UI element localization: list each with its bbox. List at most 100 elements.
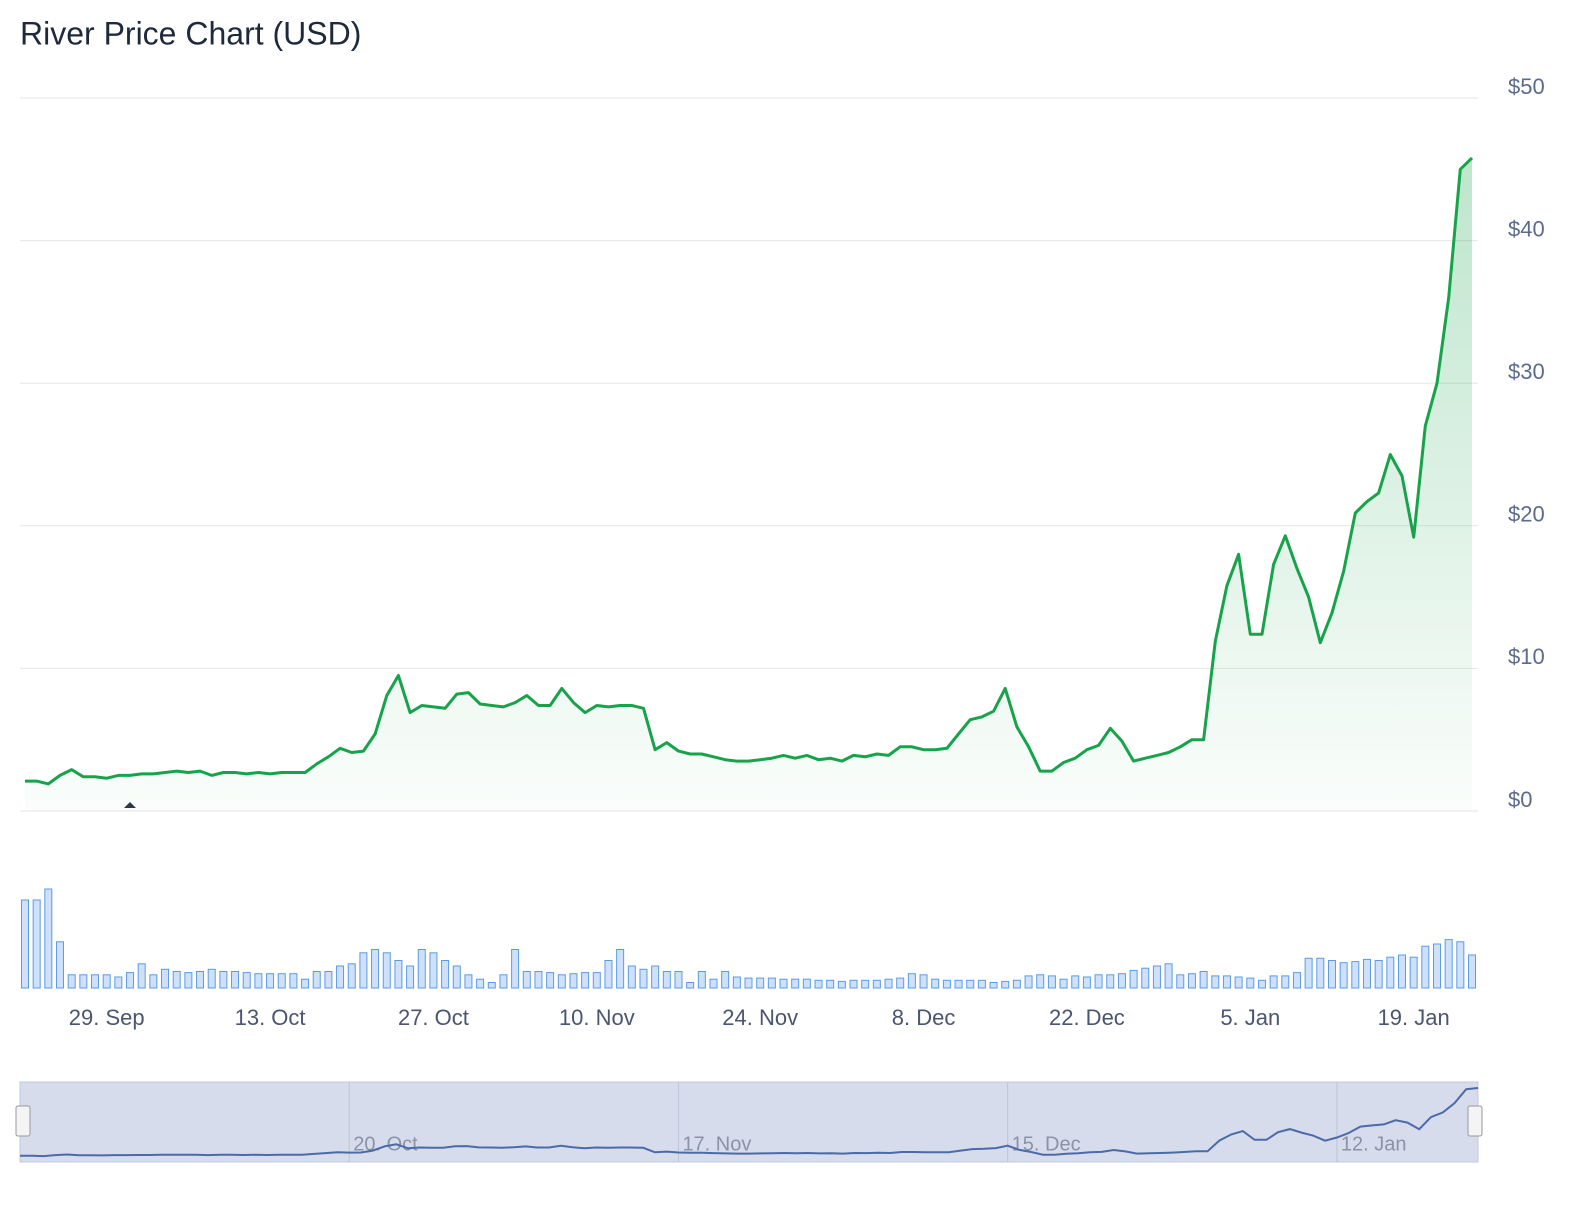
volume-bar bbox=[954, 979, 963, 989]
y-tick-label: $20 bbox=[1508, 502, 1545, 527]
volume-bar bbox=[1117, 973, 1126, 989]
volume-bar bbox=[382, 952, 391, 989]
volume-bar bbox=[662, 971, 671, 989]
price-area bbox=[25, 157, 1472, 811]
y-tick-label: $40 bbox=[1508, 216, 1545, 241]
volume-bar bbox=[1234, 976, 1243, 989]
y-tick-label: $10 bbox=[1508, 644, 1545, 669]
volume-bar bbox=[627, 965, 636, 989]
volume-bar bbox=[744, 977, 753, 989]
volume-bar bbox=[324, 971, 333, 989]
volume-bar bbox=[872, 979, 881, 989]
volume-bar bbox=[1199, 971, 1208, 989]
x-tick-label: 10. Nov bbox=[559, 1005, 635, 1030]
volume-bar bbox=[429, 952, 438, 989]
volume-bar bbox=[1269, 975, 1278, 989]
volume-bar bbox=[499, 974, 508, 989]
volume-bar bbox=[347, 963, 356, 989]
volume-bar bbox=[616, 949, 625, 989]
volume-bar bbox=[697, 971, 706, 989]
x-tick-label: 24. Nov bbox=[722, 1005, 798, 1030]
volume-bar bbox=[1036, 974, 1045, 989]
volume-bar bbox=[896, 977, 905, 989]
volume-bar bbox=[1339, 962, 1348, 989]
volume-bar bbox=[849, 979, 858, 989]
volume-bar bbox=[301, 978, 310, 989]
volume-bar bbox=[592, 972, 601, 989]
volume-bar bbox=[1141, 967, 1150, 989]
volume-bar bbox=[1351, 961, 1360, 989]
volume-bar bbox=[1047, 975, 1056, 989]
volume-bar bbox=[709, 978, 718, 989]
volume-bar bbox=[1304, 957, 1313, 989]
navigator-line bbox=[20, 1087, 1479, 1158]
volume-bar bbox=[1071, 975, 1080, 989]
volume-bar bbox=[184, 972, 193, 989]
navigator-background bbox=[19, 1081, 1479, 1163]
volume-bar bbox=[219, 971, 228, 989]
volume-bar bbox=[767, 977, 776, 989]
volume-bar bbox=[802, 978, 811, 989]
volume-bar bbox=[1106, 974, 1115, 989]
volume-bar bbox=[44, 888, 53, 989]
volume-bar bbox=[56, 941, 65, 989]
volume-bar bbox=[534, 971, 543, 989]
volume-bar bbox=[67, 974, 76, 989]
volume-bar bbox=[674, 971, 683, 989]
volume-bar bbox=[487, 982, 496, 989]
volume-bar bbox=[1421, 945, 1430, 989]
volume-bar bbox=[511, 949, 520, 989]
volume-bar bbox=[464, 974, 473, 989]
volume-bar bbox=[1001, 980, 1010, 989]
volume-bar bbox=[242, 972, 251, 989]
x-tick-label: 13. Oct bbox=[235, 1005, 306, 1030]
volume-bar bbox=[1222, 975, 1231, 989]
volume-bar bbox=[126, 972, 135, 989]
volume-bar bbox=[1187, 973, 1196, 989]
navigator-label: 12. Jan bbox=[1341, 1133, 1407, 1155]
volume-bar bbox=[907, 973, 916, 989]
volume-bar bbox=[476, 978, 485, 989]
volume-bar bbox=[686, 982, 695, 989]
volume-bar bbox=[931, 978, 940, 989]
volume-bar bbox=[604, 960, 613, 989]
volume-bar bbox=[1316, 957, 1325, 989]
chart-title: River Price Chart (USD) bbox=[20, 15, 361, 51]
volume-bar bbox=[1327, 960, 1336, 989]
volume-bar bbox=[1281, 975, 1290, 989]
volume-bar bbox=[32, 899, 41, 989]
volume-bar bbox=[417, 949, 426, 989]
volume-bar bbox=[137, 963, 146, 989]
volume-bar bbox=[371, 949, 380, 989]
volume-bar bbox=[1129, 969, 1138, 989]
volume-bar bbox=[406, 965, 415, 989]
volume-bar bbox=[312, 971, 321, 989]
volume-bar bbox=[791, 978, 800, 989]
y-tick-label: $0 bbox=[1508, 787, 1532, 812]
volume-bar bbox=[91, 974, 100, 989]
volume-bar bbox=[977, 979, 986, 989]
x-tick-label: 27. Oct bbox=[398, 1005, 469, 1030]
volume-bar bbox=[942, 979, 951, 989]
volume-bar bbox=[1468, 954, 1476, 989]
volume-bar bbox=[1362, 958, 1371, 989]
volume-bar bbox=[1257, 979, 1266, 989]
volume-bar bbox=[1409, 956, 1418, 989]
navigator-handle[interactable] bbox=[15, 1105, 31, 1137]
volume-bar bbox=[289, 973, 298, 989]
volume-bar bbox=[452, 965, 461, 989]
volume-bar bbox=[79, 974, 88, 989]
navigator-handle[interactable] bbox=[1467, 1105, 1483, 1137]
volume-bar bbox=[989, 982, 998, 989]
volume-bar bbox=[919, 974, 928, 989]
x-tick-label: 22. Dec bbox=[1049, 1005, 1125, 1030]
volume-bar bbox=[581, 972, 590, 989]
volume-bar bbox=[114, 976, 123, 989]
volume-bar bbox=[1397, 954, 1406, 989]
volume-bar bbox=[196, 971, 205, 989]
y-tick-label: $50 bbox=[1508, 74, 1545, 99]
navigator-label: 15. Dec bbox=[1012, 1133, 1081, 1155]
volume-bar bbox=[207, 968, 216, 989]
volume-bar bbox=[231, 971, 240, 989]
